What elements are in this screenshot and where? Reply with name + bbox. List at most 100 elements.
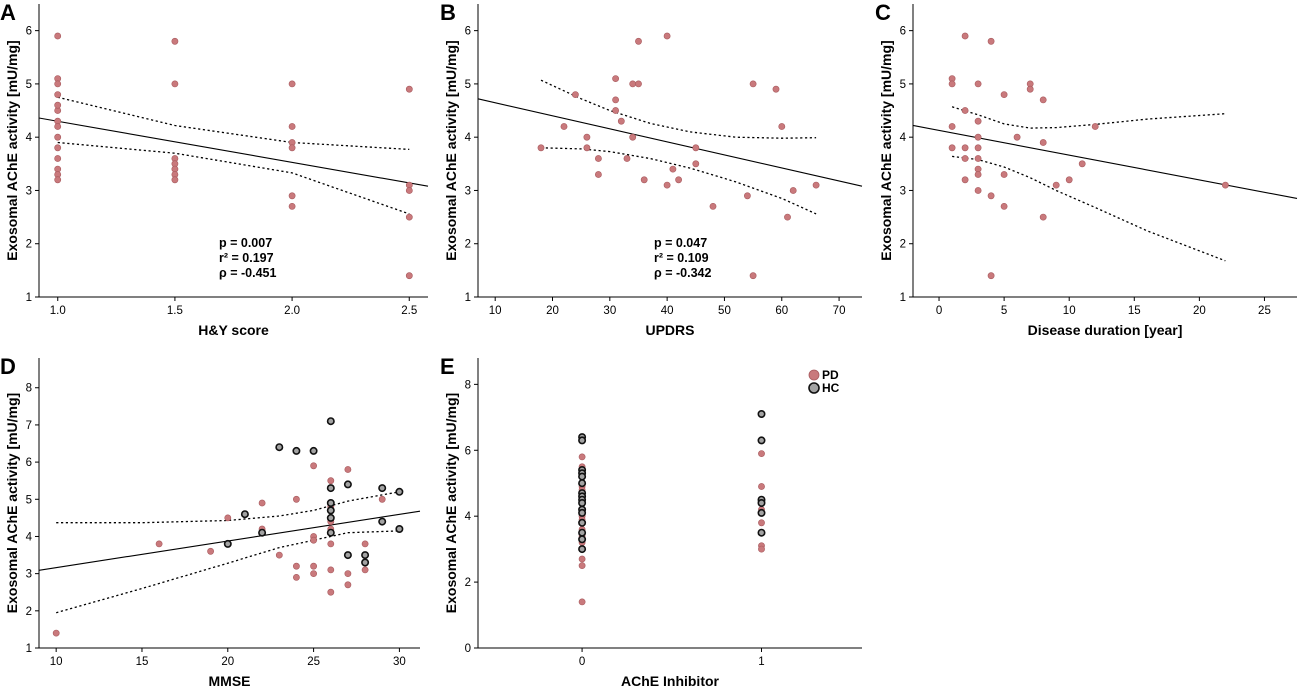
data-point-pd — [171, 37, 179, 45]
data-point-hc — [578, 498, 587, 507]
x-tick-label: 40 — [661, 305, 674, 317]
data-point-pd — [663, 181, 671, 189]
data-point-pd — [1091, 123, 1099, 130]
y-tick-label: 2 — [26, 606, 32, 618]
y-tick-label: 2 — [465, 239, 471, 251]
x-tick-label: 2.5 — [401, 305, 417, 317]
data-point-pd — [629, 133, 637, 141]
y-tick-label: 6 — [26, 26, 32, 38]
y-tick-label: 5 — [900, 79, 906, 91]
y-tick-label: 1 — [26, 292, 32, 304]
data-point-pd — [1052, 181, 1060, 189]
data-point-hc — [578, 518, 587, 527]
x-tick-label: 1.0 — [50, 305, 66, 317]
y-tick-label: 1 — [26, 643, 32, 655]
legend-marker-pd — [808, 369, 820, 381]
data-point-pd — [572, 91, 579, 98]
data-point-pd — [292, 562, 300, 570]
data-point-hc — [326, 417, 335, 426]
panel-letter: D — [0, 354, 16, 379]
data-point-hc — [757, 508, 766, 517]
data-point-pd — [327, 540, 335, 548]
x-tick-label: 20 — [221, 656, 234, 668]
data-point-pd — [310, 562, 317, 570]
data-point-pd — [974, 133, 982, 141]
data-point-hc — [326, 498, 335, 507]
x-tick-label: 15 — [1128, 305, 1141, 317]
data-point-pd — [1065, 176, 1073, 184]
y-tick-label: 4 — [26, 132, 33, 144]
x-tick-label: 1.5 — [167, 305, 183, 317]
y-tick-label: 0 — [465, 643, 471, 655]
data-point-pd — [258, 499, 266, 507]
data-point-hc — [326, 506, 335, 515]
y-tick-label: 3 — [465, 185, 471, 197]
y-tick-label: 4 — [465, 511, 472, 523]
data-point-pd — [744, 192, 751, 200]
data-point-pd — [758, 545, 765, 553]
data-point-pd — [758, 483, 765, 490]
data-point-hc — [757, 436, 766, 445]
data-point-pd — [578, 598, 586, 606]
stat-line: r² = 0.109 — [654, 251, 709, 265]
panel-b: B 1 2 3 4 5 6 10 20 30 40 50 60 70 UPDRS Exosomal AChE … — [440, 0, 863, 338]
data-point-pd — [54, 144, 62, 152]
data-point-pd — [1039, 96, 1047, 104]
data-point-pd — [663, 32, 671, 40]
data-point-pd — [758, 450, 765, 457]
data-point-pd — [405, 85, 413, 93]
panel-c: C 1 2 3 4 5 6 0 5 10 15 20 25 Disease duration [year]… — [875, 0, 1298, 338]
legend-label-hc: HC — [822, 381, 840, 395]
x-tick-label: 60 — [775, 305, 788, 317]
data-point-pd — [629, 80, 637, 88]
y-tick-label: 5 — [26, 79, 32, 91]
data-point-pd — [1039, 213, 1047, 221]
y-tick-label: 3 — [26, 185, 32, 197]
data-point-hc — [378, 517, 387, 526]
x-tick-label: 10 — [1063, 305, 1076, 317]
data-point-pd — [612, 107, 619, 114]
data-point-pd — [778, 123, 786, 130]
x-axis-title: UPDRS — [645, 322, 694, 338]
stat-line: p = 0.047 — [654, 236, 707, 250]
x-tick-label: 0 — [579, 656, 585, 668]
panel-e: E 0 2 4 6 8 0 1 AChE Inhibitor Exosomal AChE acti… — [440, 354, 862, 687]
stat-line: ρ = -0.342 — [654, 266, 711, 280]
data-point-hc — [223, 539, 232, 548]
y-tick-label: 1 — [465, 292, 471, 304]
ci-lower-band — [56, 530, 400, 614]
data-point-pd — [612, 96, 619, 104]
panel-d: D 1 2 3 4 5 6 7 8 10 15 20 25 30 MMSE Exosomal AChE act… — [0, 354, 421, 687]
data-point-pd — [207, 547, 214, 555]
data-point-pd — [961, 32, 969, 40]
legend-marker-hc — [808, 382, 820, 394]
data-point-pd — [749, 272, 757, 280]
y-tick-label: 2 — [465, 577, 471, 589]
data-point-pd — [595, 155, 602, 162]
data-point-pd — [948, 123, 956, 130]
y-tick-label: 6 — [465, 445, 471, 457]
data-point-hc — [578, 535, 587, 544]
ci-upper-band — [56, 491, 400, 524]
y-tick-label: 6 — [900, 26, 906, 38]
data-point-pd — [974, 80, 982, 88]
data-point-hc — [258, 528, 267, 537]
data-point-pd — [405, 213, 413, 221]
ci-upper-band — [540, 79, 817, 139]
legend-label-pd: PD — [822, 368, 839, 382]
x-tick-label: 20 — [546, 305, 559, 317]
y-axis-title: Exosomal AChE activity [mU/mg] — [443, 393, 459, 613]
data-point-pd — [327, 588, 335, 596]
y-tick-label: 4 — [465, 132, 472, 144]
data-point-pd — [344, 466, 352, 473]
data-point-pd — [595, 171, 602, 178]
data-point-hc — [578, 545, 587, 554]
y-tick-label: 3 — [26, 569, 32, 581]
data-point-hc — [343, 480, 352, 489]
data-point-pd — [623, 155, 631, 162]
y-tick-label: 6 — [26, 457, 32, 469]
stat-line: p = 0.007 — [219, 236, 272, 250]
x-tick-label: 10 — [489, 305, 502, 317]
data-point-pd — [578, 453, 586, 461]
data-point-pd — [52, 629, 60, 637]
